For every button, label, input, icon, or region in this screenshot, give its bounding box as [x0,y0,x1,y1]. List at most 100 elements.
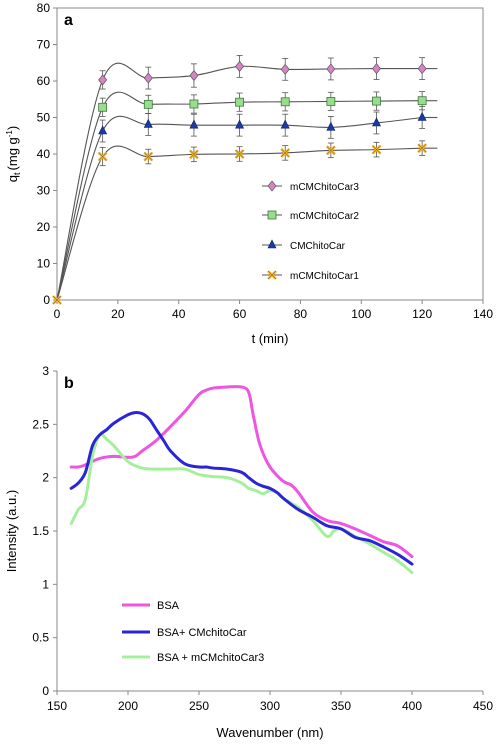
b-x-tick-label: 400 [402,699,422,713]
a-legend-marker [267,210,277,220]
a-y-tick-label: 40 [37,147,51,161]
b-y-tick-label: 2 [42,471,49,485]
b-x-tick-label: 300 [260,699,280,713]
a-y-tick-label: 60 [37,74,51,88]
b-y-tick-label: 1.5 [32,524,49,538]
a-point-triangle [417,111,427,121]
a-point-x [234,149,245,159]
a-point-x-outline-b [372,145,381,154]
a-y-tick-label: 30 [37,184,51,198]
y-label-close: ) [5,126,20,130]
a-point-diamond [326,63,336,75]
y-label-sub: t [12,172,22,175]
a-point-x-outline-b [326,146,336,155]
a-point-triangle [326,121,336,131]
a-point-x-outline-b [98,152,107,161]
a-point-x-outline-b [281,148,290,158]
a-point-x [280,147,291,158]
panel-b-series [69,385,414,575]
a-point-square [326,97,336,106]
a-point-square [372,96,381,106]
a-point-x-outline-b [144,152,153,161]
b-x-tick-label: 150 [47,699,67,713]
panel-a-plot-frame [56,7,484,301]
b-legend-label: BSA+ CMchitoCar [157,627,247,639]
a-y-tick-label: 70 [37,38,51,52]
panel-b-x-axis-label: Wavenumber (nm) [216,725,323,740]
y-label-q: q [5,175,20,182]
a-point-origin-outline-b [52,295,62,305]
b-x-tick-label: 450 [473,699,493,713]
a-point-diamond [98,74,108,86]
a-series-line-2 [56,115,423,301]
b-y-tick-label: 3 [42,364,49,378]
panel-a-ticks: 0 20 40 60 80 100 120 140 0 10 20 30 40 50 60 70 80 [37,1,494,321]
b-y-tick-label: 0 [42,684,49,698]
a-point-x-outline-b [417,143,427,153]
a-legend-label: mCMChitoCar1 [290,271,359,282]
b-x-tick-label: 200 [118,699,138,713]
a-legend-label: mCMChitoCar2 [290,211,359,222]
a-point-x [371,144,382,155]
panel-a-series [52,55,438,305]
panel-a-legend: mCMChitoCar3 mCMChitoCar2 CMChitoCar mCMChi… [262,180,359,282]
a-x-tick-label: 140 [473,307,493,321]
a-point-diamond [372,63,381,75]
a-point-x [189,149,199,160]
panel-b-y-axis-label: Intensity (a.u.) [4,490,19,572]
a-point-diamond [417,63,427,75]
a-series-line-3 [56,145,423,301]
b-y-tick-label: 1 [42,577,49,591]
b-legend-label: BSA + mCMchitoCar3 [157,652,264,664]
a-series-line-1 [56,91,423,301]
a-x-tick-label: 120 [412,307,432,321]
a-point-triangle [189,119,199,129]
a-point-diamond [280,63,290,75]
a-y-tick-label: 50 [37,111,51,125]
a-point-triangle [372,117,381,127]
a-x-tick-label: 80 [294,307,308,321]
panel-a-label: a [64,12,73,29]
b-x-tick-label: 350 [331,699,351,713]
b-series-line-0 [69,385,414,559]
b-series-line-1 [69,411,414,566]
panel-b-legend: BSA BSA+ CMchitoCar BSA + mCMchitoCar3 [122,600,264,664]
a-x-tick-label: 40 [172,307,186,321]
a-legend-label: mCMChitoCar3 [290,182,359,193]
a-y-tick-label: 20 [37,220,51,234]
a-legend-marker [267,239,277,249]
a-point-triangle [98,125,108,135]
a-x-tick-label: 0 [54,307,61,321]
a-x-tick-label: 60 [233,307,247,321]
b-y-tick-label: 0.5 [32,631,49,645]
y-label-sup: -1 [5,130,14,138]
b-x-tick-label: 250 [189,699,209,713]
a-point-square [143,99,153,109]
a-point-triangle [280,119,290,129]
a-point-triangle [143,118,153,128]
a-point-square [189,99,199,109]
a-y-tick-label: 10 [37,257,51,271]
a-point-diamond [189,69,199,82]
a-point-square [417,96,427,106]
b-series-line-2 [69,432,414,575]
a-point-triangle [235,119,245,129]
a-x-tick-label: 100 [351,307,371,321]
panel-b-chart: 150 200 250 300 350 400 450 0 0.5 1 1.5 2 2.5 3 b Wav… [4,364,493,740]
a-point-x [143,151,154,162]
panel-a-chart: 0 20 40 60 80 100 120 140 0 10 20 30 40 50 60 70 80 a t … [5,1,493,346]
a-point-origin [52,295,62,305]
y-label-unit: (mg g [5,137,20,170]
a-legend-marker [267,180,277,192]
a-legend-marker-outline-b [267,270,277,280]
a-point-diamond [143,72,153,84]
a-point-square [98,102,108,112]
panel-b-ticks: 150 200 250 300 350 400 450 0 0.5 1 1.5 2 2.5 3 [32,364,493,713]
a-y-tick-label: 80 [37,1,51,15]
b-legend-label: BSA [157,600,180,612]
a-point-x [417,143,428,154]
a-point-x [97,151,108,162]
a-point-x-outline-b [189,150,199,159]
a-point-square [280,97,290,107]
